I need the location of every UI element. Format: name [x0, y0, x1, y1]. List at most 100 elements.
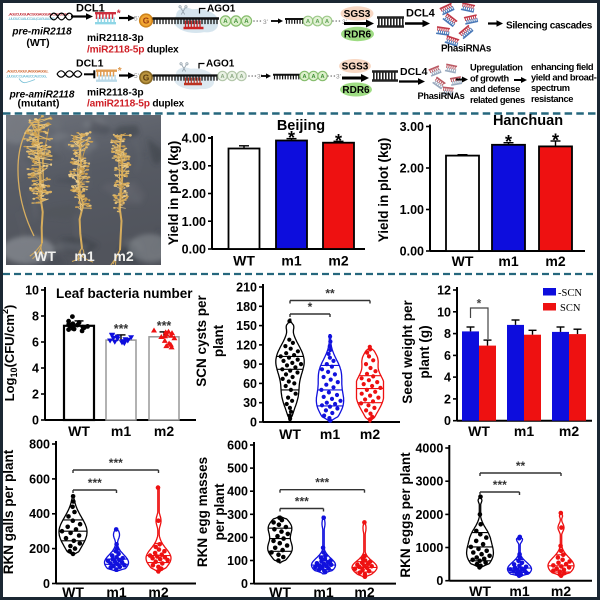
- svg-text:m1: m1: [514, 423, 534, 439]
- svg-text:SGS3: SGS3: [344, 9, 371, 20]
- svg-text:WT: WT: [468, 423, 490, 439]
- svg-text:m1: m1: [281, 253, 301, 269]
- svg-text:60: 60: [243, 377, 257, 391]
- svg-text:**: **: [325, 287, 335, 301]
- svg-text:A: A: [244, 18, 249, 25]
- svg-text:..UUGUC UAUCCAU,CAGUAUUB: ..UUGUC UAUCCAU,CAGUAUUB: [8, 17, 55, 21]
- svg-text:A: A: [223, 18, 228, 25]
- svg-text:yield and broad-: yield and broad-: [531, 73, 597, 83]
- svg-text:120: 120: [236, 338, 257, 352]
- svg-text:90: 90: [243, 358, 257, 372]
- svg-text:WT: WT: [469, 583, 491, 599]
- svg-text:200: 200: [29, 542, 50, 556]
- svg-text:RKN egg masses: RKN egg masses: [195, 457, 210, 567]
- svg-text:150: 150: [236, 319, 257, 333]
- svg-text:5': 5': [134, 73, 139, 80]
- svg-text:plant: plant: [211, 324, 226, 357]
- svg-text:DCL1: DCL1: [76, 58, 104, 70]
- svg-text:miR2118-3p: miR2118-3p: [87, 88, 144, 99]
- svg-text:8: 8: [32, 310, 39, 324]
- svg-text:AGO1: AGO1: [206, 59, 235, 70]
- svg-text:A: A: [220, 74, 224, 80]
- svg-text:0: 0: [43, 577, 50, 591]
- svg-text:8: 8: [444, 327, 451, 341]
- svg-text:and defense: and defense: [470, 84, 520, 94]
- svg-text:resistance: resistance: [531, 94, 573, 104]
- svg-text:3': 3': [263, 19, 268, 26]
- svg-text:6: 6: [32, 336, 39, 350]
- svg-text:6: 6: [444, 349, 451, 363]
- svg-text:SGS3: SGS3: [342, 62, 369, 73]
- svg-text:AGO1: AGO1: [207, 4, 236, 15]
- svg-text:m1: m1: [74, 248, 94, 264]
- svg-text:/amiR2118-5p duplex: /amiR2118-5p duplex: [87, 99, 185, 110]
- svg-text:m2: m2: [113, 248, 133, 264]
- svg-text:WT: WT: [452, 253, 474, 269]
- svg-text:10: 10: [25, 284, 39, 298]
- svg-text:2.00: 2.00: [400, 162, 424, 176]
- svg-text:m1: m1: [111, 423, 131, 439]
- svg-text:Beijing: Beijing: [277, 118, 325, 134]
- svg-text:3.00: 3.00: [400, 120, 424, 134]
- svg-text:PhasiRNAs: PhasiRNAs: [441, 44, 492, 55]
- svg-text:(mutant): (mutant): [18, 98, 60, 110]
- svg-text:m1: m1: [106, 584, 126, 600]
- svg-text:0: 0: [241, 577, 248, 591]
- svg-text:WT: WT: [68, 423, 90, 439]
- svg-text:(WT): (WT): [26, 37, 49, 49]
- svg-text:WT: WT: [62, 584, 84, 600]
- svg-text:2.00: 2.00: [182, 187, 206, 201]
- svg-text:*: *: [118, 66, 122, 77]
- svg-text:800: 800: [29, 438, 50, 452]
- svg-text:2000: 2000: [415, 508, 443, 522]
- svg-text:m1: m1: [509, 583, 529, 599]
- svg-text:A: A: [311, 74, 315, 80]
- svg-text:pre-amiR2118: pre-amiR2118: [9, 90, 75, 101]
- svg-text:DCL1: DCL1: [76, 3, 105, 15]
- svg-text:DCL4: DCL4: [400, 66, 428, 78]
- svg-text:100: 100: [227, 554, 248, 568]
- svg-text:200: 200: [227, 531, 248, 545]
- svg-text:1000: 1000: [415, 541, 443, 555]
- svg-text:Upregulation: Upregulation: [470, 63, 523, 73]
- svg-text:*: *: [552, 131, 559, 151]
- svg-text:RDR6: RDR6: [342, 85, 370, 96]
- svg-text:***: ***: [109, 456, 123, 470]
- svg-text:400: 400: [29, 507, 50, 521]
- svg-text:4: 4: [32, 362, 39, 376]
- svg-text:related genes: related genes: [470, 95, 525, 105]
- svg-text:miR2118-3p: miR2118-3p: [87, 33, 144, 44]
- svg-text:..AGUCU GGU UAGGGAGGU..: ..AGUCU GGU UAGGGAGGU..: [6, 70, 48, 74]
- svg-text:A: A: [306, 19, 311, 25]
- svg-text:Hanchuan: Hanchuan: [493, 113, 563, 129]
- svg-text:*: *: [288, 128, 295, 148]
- svg-text:***: ***: [157, 319, 172, 333]
- svg-text:m1: m1: [498, 253, 518, 269]
- svg-text:300: 300: [227, 508, 248, 522]
- svg-text:3': 3': [336, 74, 341, 81]
- svg-text:m1: m1: [320, 426, 340, 442]
- svg-text:DCL4: DCL4: [406, 8, 436, 20]
- svg-text:m2: m2: [360, 426, 380, 442]
- svg-text:A: A: [239, 74, 243, 80]
- svg-text:2: 2: [444, 392, 451, 406]
- svg-text:0: 0: [436, 574, 443, 588]
- svg-text:2: 2: [32, 388, 39, 402]
- svg-text:3000: 3000: [415, 475, 443, 489]
- svg-text:3': 3': [257, 74, 262, 81]
- svg-text:*: *: [335, 131, 342, 151]
- svg-text:600: 600: [29, 472, 50, 486]
- svg-text:***: ***: [88, 476, 102, 490]
- svg-text:PhasiRNAs: PhasiRNAs: [418, 91, 465, 101]
- svg-text:m1: m1: [313, 584, 333, 600]
- svg-text:***: ***: [114, 322, 129, 336]
- svg-text:RKN eggs per plant: RKN eggs per plant: [398, 452, 413, 578]
- svg-text:600: 600: [227, 439, 248, 453]
- svg-text:Yield in plot (kg): Yield in plot (kg): [376, 138, 391, 243]
- svg-text:Silencing cascades: Silencing cascades: [506, 21, 593, 32]
- svg-text:12: 12: [437, 284, 451, 298]
- svg-text:SCN: SCN: [560, 303, 581, 314]
- svg-text:4.00: 4.00: [182, 132, 206, 146]
- svg-text:A: A: [325, 19, 330, 25]
- svg-text:A: A: [315, 19, 320, 25]
